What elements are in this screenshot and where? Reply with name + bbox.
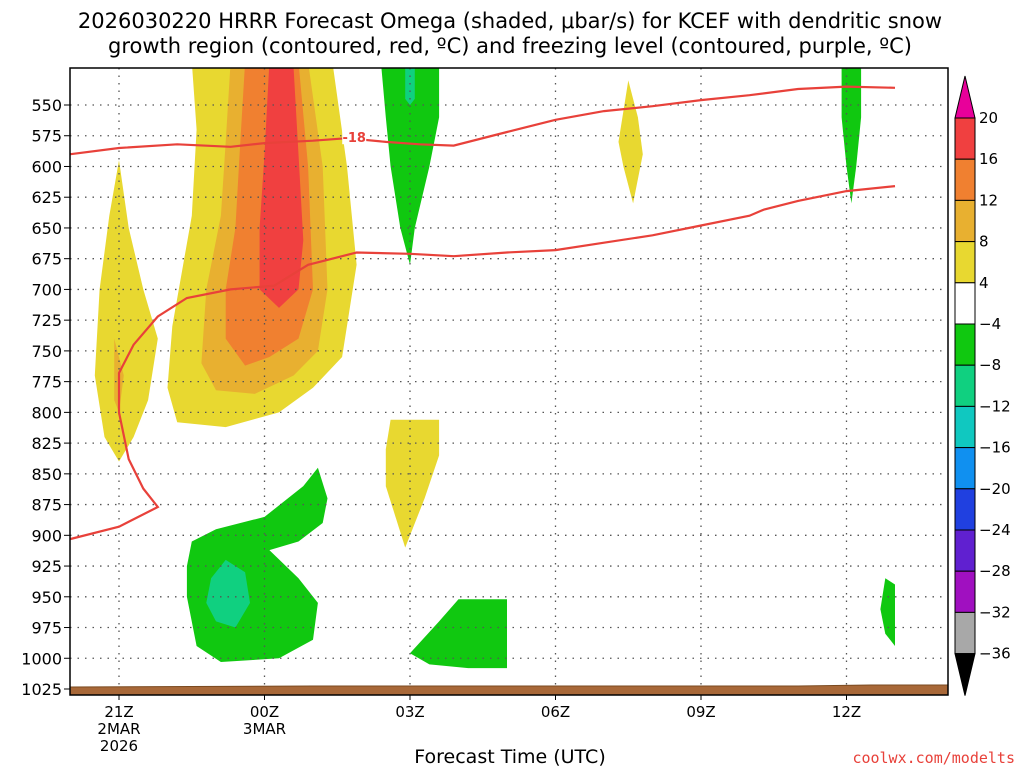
- colorbar: 20 16 12 8 4 −4 −8 −12 −16 −20 −24 −28 −32 −36: [954, 75, 1011, 696]
- y-tick-label: 625: [31, 188, 62, 207]
- ground-terrain: [70, 684, 948, 695]
- colorbar-bottom-arrow: [954, 653, 976, 696]
- x-tick-label: 12Z: [832, 703, 861, 721]
- dgz-label: -18: [342, 131, 366, 146]
- colorbar-tick-label: −12: [979, 397, 1011, 415]
- x-tick-label: 09Z: [686, 703, 715, 721]
- colorbar-tick-label: −8: [979, 356, 1001, 374]
- colorbar-swatch: [954, 405, 976, 449]
- x-tick-label: 2MAR: [97, 720, 140, 738]
- colorbar-swatch: [954, 158, 976, 201]
- y-tick-label: 675: [31, 250, 62, 269]
- y-tick-label: 950: [31, 588, 62, 607]
- colorbar-tick-label: −28: [979, 562, 1011, 580]
- colorbar-tick-label: −24: [979, 521, 1011, 539]
- colorbar-swatch: [954, 570, 976, 613]
- y-tick-label: 900: [31, 526, 62, 545]
- omega-negative-03z-core: [405, 68, 415, 105]
- colorbar-swatch: [954, 364, 976, 407]
- y-tick-label: 1000: [21, 649, 62, 668]
- y-tick-label: 600: [31, 157, 62, 176]
- colorbar-swatch: [954, 241, 976, 284]
- y-tick-label: 725: [31, 311, 62, 330]
- omega-positive-left: [94, 160, 158, 462]
- dgz-contours: -18: [70, 85, 896, 541]
- x-tick-label: 06Z: [541, 703, 570, 721]
- colorbar-tick-label: −20: [979, 480, 1011, 498]
- colorbar-tick-label: 20: [979, 109, 998, 127]
- omega-positive-03z: [385, 419, 440, 548]
- y-tick-label: 825: [31, 434, 62, 453]
- chart-title-line1: 2026030220 HRRR Forecast Omega (shaded, …: [78, 9, 942, 33]
- omega-negative-0330z: [410, 599, 507, 669]
- colorbar-swatch: [954, 323, 976, 366]
- colorbar-top-arrow: [954, 75, 976, 119]
- y-tick-label: 1025: [21, 680, 62, 699]
- colorbar-tick-label: 16: [979, 150, 998, 168]
- y-tick-label: 550: [31, 96, 62, 115]
- y-tick-label: 700: [31, 280, 62, 299]
- colorbar-swatch: [954, 488, 976, 531]
- y-tick-label: 750: [31, 342, 62, 361]
- colorbar-tick-label: 12: [979, 191, 998, 209]
- colorbar-swatch: [954, 117, 976, 160]
- omega-negative-1430z: [880, 578, 895, 646]
- omega-positive-08z: [618, 80, 643, 204]
- colorbar-swatch: [954, 529, 976, 572]
- y-tick-label: 800: [31, 403, 62, 422]
- x-tick-label: 21Z: [104, 703, 133, 721]
- colorbar-swatch: [954, 447, 976, 490]
- y-tick-label: 875: [31, 496, 62, 515]
- dgz-lower: [70, 185, 896, 541]
- x-tick-label: 3MAR: [243, 720, 286, 738]
- x-axis-label: Forecast Time (UTC): [414, 746, 605, 768]
- colorbar-tick-label: −16: [979, 439, 1011, 457]
- credit-link[interactable]: coolwx.com/modelts: [852, 749, 1015, 767]
- omega-shading: [94, 68, 895, 669]
- y-tick-label: 975: [31, 619, 62, 638]
- x-tick-label: 2026: [100, 737, 138, 755]
- y-tick-label: 925: [31, 557, 62, 576]
- y-tick-label: 650: [31, 219, 62, 238]
- colorbar-tick-label: 8: [979, 233, 989, 251]
- y-tick-label: 575: [31, 127, 62, 146]
- colorbar-tick-label: 4: [979, 274, 989, 292]
- colorbar-tick-label: −32: [979, 603, 1011, 621]
- y-tick-label: 775: [31, 373, 62, 392]
- omega-negative-lower-core: [206, 559, 250, 628]
- colorbar-tick-label: −4: [979, 315, 1001, 333]
- ground-fill: [70, 684, 948, 695]
- colorbar-swatch: [954, 611, 976, 655]
- y-tick-label: 850: [31, 465, 62, 484]
- x-tick-label: 00Z: [250, 703, 279, 721]
- y-axis: 550 575 600 625 650 675 700 725 750 775 800 825 850 8…: [21, 96, 70, 699]
- colorbar-tick-label: −36: [979, 645, 1011, 663]
- colorbar-swatch: [954, 199, 976, 243]
- dgz-label-bg: [342, 129, 367, 145]
- chart-title-line2: growth region (contoured, red, ºC) and f…: [108, 34, 912, 58]
- colorbar-swatch: [954, 282, 976, 325]
- omega-16-main: [259, 68, 304, 308]
- x-tick-label: 03Z: [395, 703, 424, 721]
- dgz-upper: [70, 85, 896, 156]
